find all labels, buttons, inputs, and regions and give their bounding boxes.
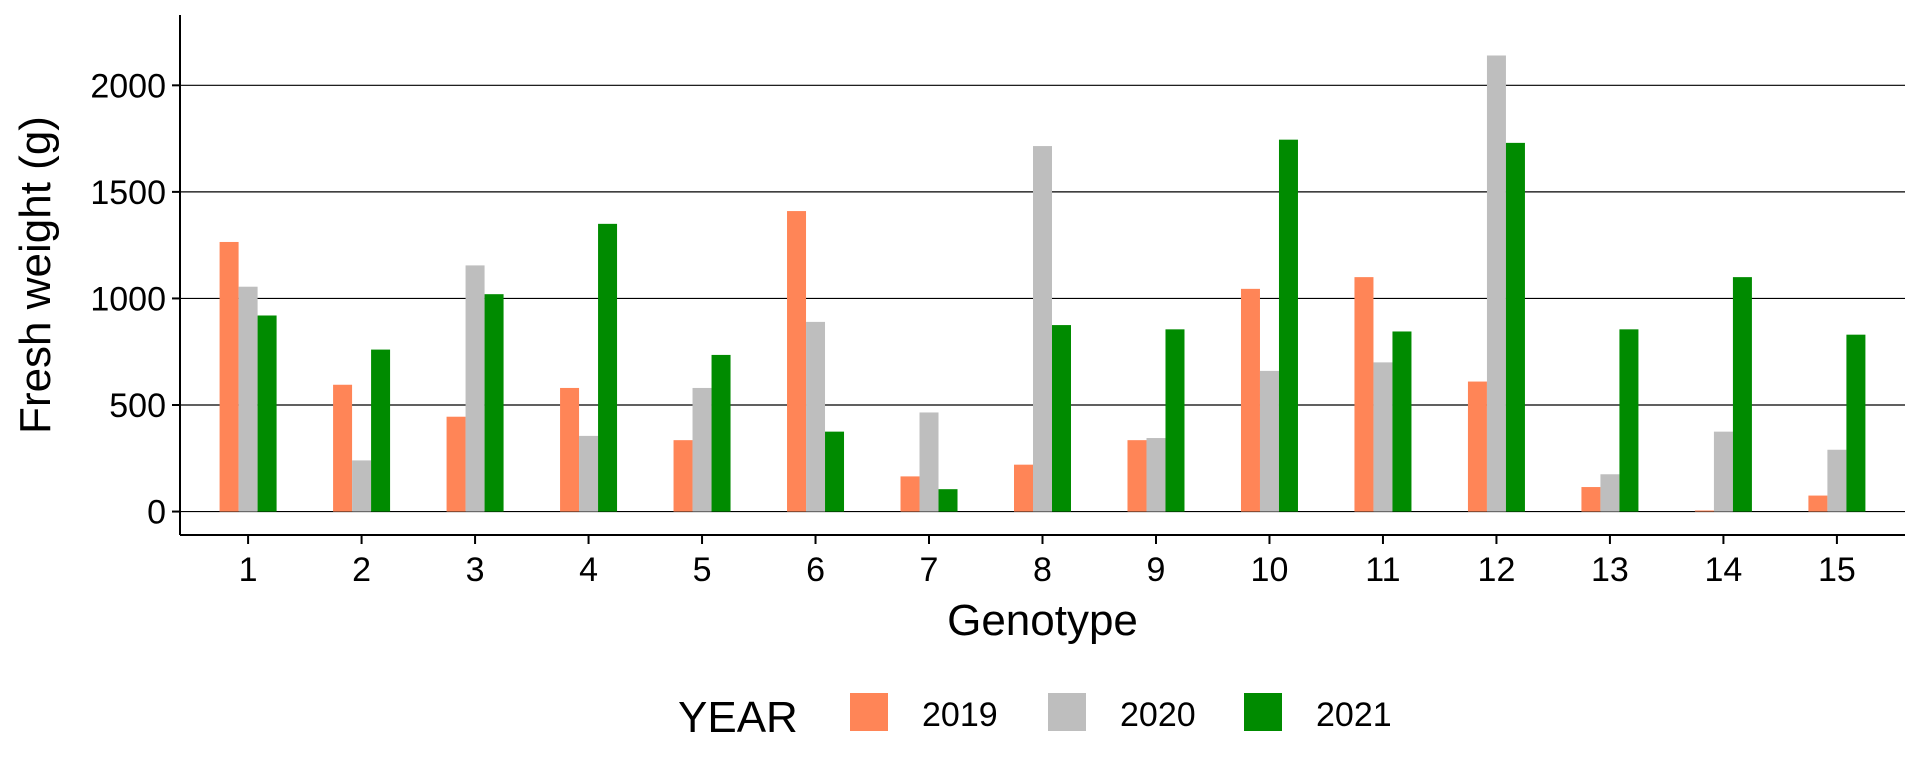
bar-2019-genotype-1 bbox=[219, 241, 239, 512]
x-tick-label: 6 bbox=[806, 551, 825, 589]
bar-2020-genotype-6 bbox=[806, 321, 826, 512]
bar-2020-genotype-15 bbox=[1827, 449, 1847, 512]
x-tick-label: 7 bbox=[920, 551, 939, 589]
y-tick-label: 1000 bbox=[90, 280, 166, 318]
legend-label-2020: 2020 bbox=[1120, 696, 1196, 734]
x-ticks: 1 2 3 4 5 6 7 8 9 10 11 12 13 14 15 bbox=[239, 535, 1856, 589]
bar-2019-genotype-9 bbox=[1127, 440, 1147, 512]
bar-2021-genotype-12 bbox=[1505, 142, 1525, 512]
bar-2021-genotype-13 bbox=[1619, 329, 1639, 512]
bar-2021-genotype-14 bbox=[1732, 277, 1752, 512]
bar-2019-genotype-6 bbox=[787, 211, 807, 512]
x-tick-label: 3 bbox=[466, 551, 485, 589]
x-tick-label: 4 bbox=[579, 551, 598, 589]
bar-2020-genotype-7 bbox=[919, 412, 939, 512]
bar-2020-genotype-1 bbox=[238, 286, 258, 512]
y-tick-label: 500 bbox=[109, 387, 166, 425]
bar-2019-genotype-2 bbox=[333, 384, 353, 512]
bar-2020-genotype-2 bbox=[352, 460, 372, 512]
x-tick-label: 9 bbox=[1147, 551, 1166, 589]
bar-2021-genotype-8 bbox=[1052, 325, 1071, 512]
bar-2021-genotype-6 bbox=[825, 431, 845, 512]
bar-2019-genotype-10 bbox=[1240, 288, 1260, 512]
bar-2021-genotype-4 bbox=[598, 223, 618, 512]
legend-label-2019: 2019 bbox=[922, 696, 998, 734]
bar-2019-genotype-8 bbox=[1014, 464, 1033, 512]
legend-key-2019 bbox=[850, 693, 888, 731]
x-tick-label: 11 bbox=[1365, 551, 1400, 589]
bar-2021-genotype-5 bbox=[711, 354, 731, 512]
bar-2019-genotype-5 bbox=[673, 440, 693, 512]
bar-2019-genotype-12 bbox=[1467, 381, 1487, 512]
bar-2019-genotype-15 bbox=[1808, 495, 1828, 512]
legend-label-2021: 2021 bbox=[1316, 696, 1392, 734]
x-tick-label: 15 bbox=[1818, 551, 1856, 589]
bar-2019-genotype-7 bbox=[900, 476, 920, 512]
bar-2019-genotype-11 bbox=[1354, 277, 1374, 512]
bar-2021-genotype-2 bbox=[371, 349, 391, 512]
bar-2020-genotype-14 bbox=[1713, 431, 1733, 512]
bar-2019-genotype-3 bbox=[446, 416, 466, 512]
y-tick-label: 2000 bbox=[90, 67, 166, 105]
y-axis-title: Fresh weight (g) bbox=[11, 116, 60, 434]
bar-2020-genotype-9 bbox=[1146, 438, 1166, 512]
legend-title: YEAR bbox=[678, 693, 798, 742]
legend: YEAR 2019 2020 2021 bbox=[678, 693, 1392, 742]
x-tick-label: 8 bbox=[1033, 551, 1052, 589]
bar-2021-genotype-9 bbox=[1165, 329, 1185, 512]
bar-2020-genotype-12 bbox=[1486, 55, 1506, 512]
x-tick-label: 14 bbox=[1705, 551, 1743, 589]
x-tick-label: 10 bbox=[1251, 551, 1289, 589]
y-ticks: 0 500 1000 1500 2000 bbox=[90, 67, 180, 532]
x-tick-label: 2 bbox=[352, 551, 371, 589]
x-tick-label: 13 bbox=[1591, 551, 1629, 589]
x-tick-label: 1 bbox=[239, 551, 258, 589]
y-tick-label: 1500 bbox=[90, 174, 166, 212]
bar-2021-genotype-7 bbox=[938, 489, 958, 512]
bar-2020-genotype-4 bbox=[579, 435, 599, 512]
bar-2021-genotype-15 bbox=[1846, 334, 1866, 512]
legend-key-2021 bbox=[1244, 693, 1282, 731]
bar-2021-genotype-3 bbox=[484, 294, 504, 512]
x-tick-label: 12 bbox=[1478, 551, 1516, 589]
bar-2021-genotype-1 bbox=[257, 315, 277, 512]
x-tick-label: 5 bbox=[693, 551, 712, 589]
bars bbox=[219, 55, 1866, 512]
y-tick-label: 0 bbox=[147, 494, 166, 532]
bar-2019-genotype-13 bbox=[1581, 487, 1601, 512]
bar-2019-genotype-14 bbox=[1694, 510, 1714, 512]
bar-2020-genotype-3 bbox=[465, 265, 485, 512]
x-axis-title: Genotype bbox=[947, 596, 1138, 645]
bar-2020-genotype-13 bbox=[1600, 474, 1620, 512]
bar-2020-genotype-5 bbox=[692, 387, 712, 512]
bar-2020-genotype-11 bbox=[1373, 362, 1393, 512]
bar-2019-genotype-4 bbox=[560, 387, 580, 512]
bar-2020-genotype-8 bbox=[1033, 146, 1052, 512]
bar-2021-genotype-11 bbox=[1392, 331, 1412, 512]
bar-2021-genotype-10 bbox=[1278, 139, 1298, 512]
bar-2020-genotype-10 bbox=[1259, 370, 1279, 512]
legend-key-2020 bbox=[1048, 693, 1086, 731]
